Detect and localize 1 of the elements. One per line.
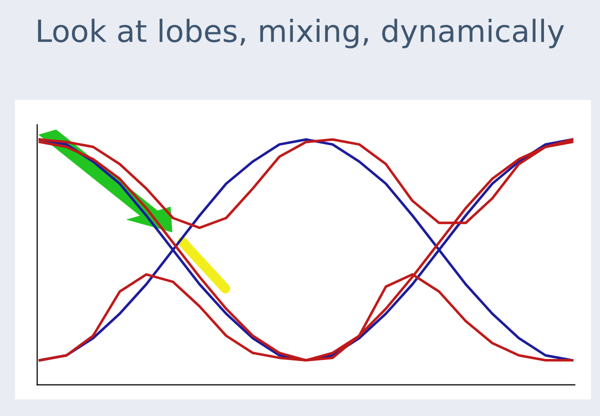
chart-title: Look at lobes, mixing, dynamically	[38, 18, 564, 48]
